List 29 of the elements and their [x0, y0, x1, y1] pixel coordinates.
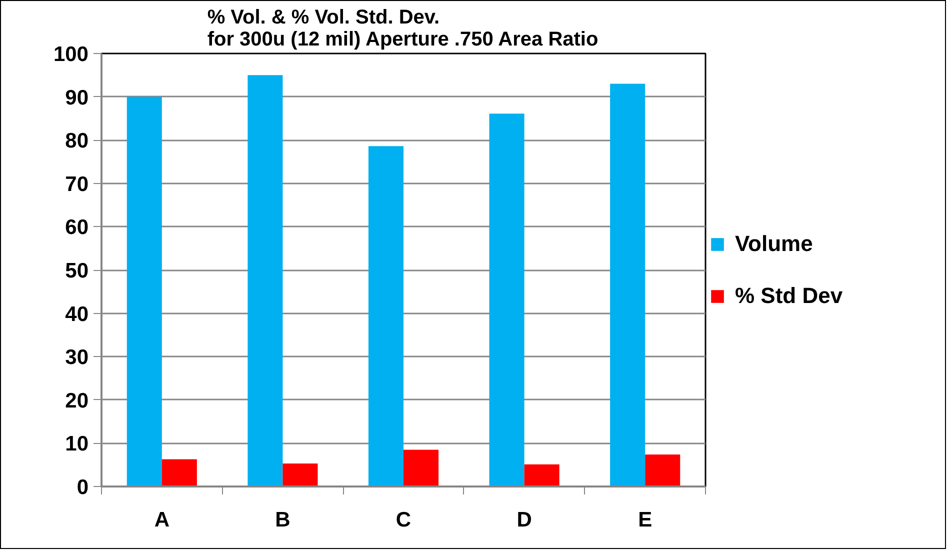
x-tick-label: B — [275, 508, 290, 532]
bar — [610, 84, 646, 486]
x-tick-label: C — [396, 508, 412, 532]
bar — [524, 464, 560, 486]
bar — [248, 75, 283, 486]
y-tick-label: 100 — [53, 43, 89, 66]
x-tick-label: D — [516, 508, 532, 532]
x-tick-label: E — [638, 508, 652, 532]
y-tick-label: 60 — [65, 216, 88, 240]
y-tick-label: 30 — [65, 346, 88, 370]
bar — [645, 454, 680, 486]
y-tick-label: 10 — [65, 432, 88, 456]
bar — [282, 464, 318, 486]
bar — [162, 459, 197, 486]
y-tick-label: 90 — [65, 86, 88, 110]
chart-title: % Vol. & % Vol. Std. Dev. for 300u (12 mil) Aperture .750 Area Ratio — [207, 6, 598, 50]
bar — [489, 114, 524, 486]
y-tick-label: 70 — [65, 172, 88, 196]
bar — [404, 450, 439, 486]
y-tick-label: 0 — [76, 476, 89, 499]
bar — [126, 96, 162, 486]
y-tick-label: 40 — [65, 302, 88, 326]
y-tick-label: 50 — [65, 260, 88, 282]
y-tick-label: 20 — [65, 389, 88, 412]
y-tick-label: 80 — [65, 130, 88, 153]
legend-label: % Std Dev — [735, 282, 843, 308]
x-tick-label: A — [154, 508, 170, 532]
legend-label: Volume — [735, 230, 813, 256]
bar — [368, 146, 404, 486]
